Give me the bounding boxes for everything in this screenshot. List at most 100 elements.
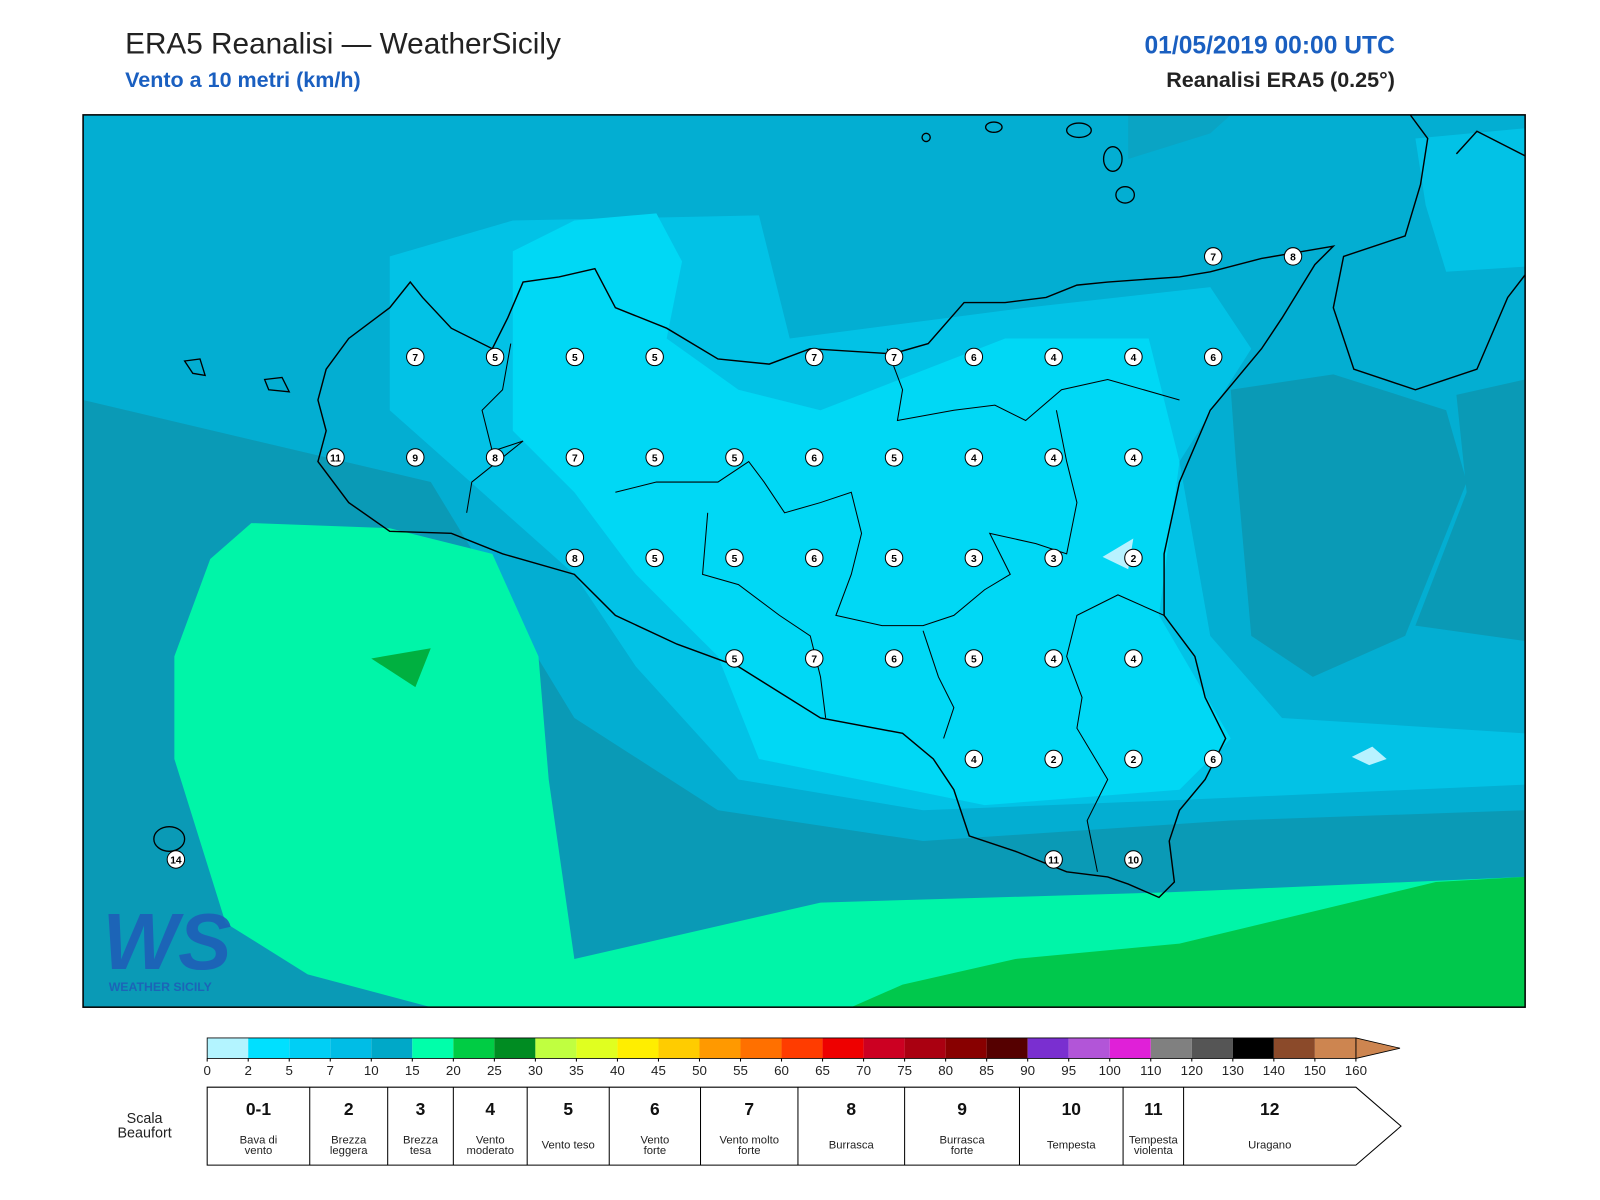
station-marker bbox=[964, 347, 984, 367]
beaufort-force: 9 bbox=[957, 1099, 967, 1119]
calabria-coast bbox=[1332, 114, 1526, 391]
colorbar-tick-label: 35 bbox=[569, 1063, 584, 1078]
beaufort-description: violenta bbox=[1134, 1145, 1174, 1157]
station-value: 4 bbox=[1131, 454, 1137, 465]
colorbar-extend bbox=[1355, 1037, 1401, 1059]
colorbar-tick-label: 5 bbox=[286, 1063, 293, 1078]
colorbar-tick-label: 25 bbox=[487, 1063, 502, 1078]
station-marker bbox=[884, 347, 904, 367]
station-value: 11 bbox=[1048, 856, 1059, 867]
station-value: 7 bbox=[572, 454, 578, 465]
colorbar-tick-label: 75 bbox=[897, 1063, 912, 1078]
source: Reanalisi ERA5 (0.25°) bbox=[1166, 68, 1395, 92]
station-marker bbox=[565, 548, 585, 568]
station-value: 2 bbox=[1131, 554, 1137, 565]
beaufort-force: 5 bbox=[563, 1099, 573, 1119]
station-marker bbox=[725, 448, 744, 467]
station-marker bbox=[1124, 548, 1143, 568]
station-marker bbox=[1044, 749, 1063, 769]
station-value: 6 bbox=[891, 655, 897, 666]
station-marker bbox=[485, 448, 505, 467]
station-value: 8 bbox=[572, 554, 578, 565]
station-marker bbox=[725, 649, 744, 668]
station-value: 9 bbox=[412, 454, 418, 465]
station-value: 4 bbox=[971, 454, 977, 465]
station-value: 7 bbox=[891, 353, 897, 364]
station-value: 7 bbox=[412, 353, 418, 364]
station-marker bbox=[805, 548, 824, 568]
beaufort-description: leggera bbox=[330, 1145, 368, 1157]
colorbar-swatch bbox=[1068, 1037, 1110, 1059]
island bbox=[263, 376, 291, 393]
station-marker bbox=[166, 850, 186, 869]
colorbar-swatch bbox=[1232, 1037, 1274, 1059]
station-value: 11 bbox=[330, 454, 341, 465]
station-marker bbox=[1044, 850, 1063, 869]
colorbar-tick-label: 30 bbox=[528, 1063, 543, 1078]
field bbox=[174, 523, 1526, 1008]
station-value: 3 bbox=[1051, 554, 1057, 565]
colorbar-swatch bbox=[699, 1037, 741, 1059]
station-marker bbox=[964, 548, 984, 568]
colorbar-tick-label: 0 bbox=[203, 1063, 210, 1078]
beaufort-frame bbox=[206, 1086, 1402, 1166]
beaufort-force: 7 bbox=[744, 1099, 754, 1119]
logo-name: WEATHER SICILY bbox=[109, 980, 212, 994]
colorbar-swatch bbox=[330, 1037, 372, 1059]
field bbox=[371, 648, 431, 688]
colorbar-swatch bbox=[658, 1037, 700, 1059]
colorbar-tick-label: 160 bbox=[1345, 1063, 1367, 1078]
beaufort-description: Brezza bbox=[403, 1135, 439, 1147]
colorbar-swatch bbox=[576, 1037, 618, 1059]
station-value: 6 bbox=[811, 554, 817, 565]
colorbar-tick-label: 110 bbox=[1140, 1063, 1161, 1078]
colorbar-swatch bbox=[1109, 1037, 1151, 1059]
colorbar-swatch bbox=[1150, 1037, 1192, 1059]
beaufort-force: 11 bbox=[1144, 1099, 1163, 1119]
station-marker bbox=[964, 749, 984, 769]
beaufort-description: Vento teso bbox=[542, 1140, 595, 1152]
station-marker bbox=[884, 448, 904, 467]
station-marker bbox=[1124, 649, 1143, 668]
colorbar-swatch bbox=[863, 1037, 905, 1059]
station-marker bbox=[645, 548, 664, 568]
beaufort-description: Burrasca bbox=[829, 1140, 875, 1152]
station-value: 5 bbox=[732, 655, 738, 666]
field bbox=[1351, 746, 1387, 766]
station-value: 5 bbox=[652, 554, 658, 565]
date: 01/05/2019 00:00 UTC bbox=[1144, 32, 1395, 59]
station-value: 5 bbox=[492, 353, 498, 364]
colorbar-swatch bbox=[494, 1037, 536, 1059]
station-value: 14 bbox=[170, 856, 182, 867]
colorbar-swatch bbox=[1273, 1037, 1315, 1059]
colorbar-tick-label: 70 bbox=[856, 1063, 871, 1078]
colorbar-swatch bbox=[248, 1037, 290, 1059]
colorbar-tick-label: 15 bbox=[405, 1063, 420, 1078]
beaufort-description: Vento molto bbox=[719, 1135, 779, 1147]
station-value: 4 bbox=[1051, 454, 1057, 465]
field bbox=[1415, 128, 1526, 272]
station-marker bbox=[1124, 850, 1143, 869]
beaufort-force: 6 bbox=[650, 1099, 660, 1119]
station-marker bbox=[565, 448, 585, 467]
colorbar-swatch bbox=[822, 1037, 864, 1059]
colorbar-swatch bbox=[535, 1037, 577, 1059]
station-value: 5 bbox=[891, 454, 897, 465]
station-value: 6 bbox=[1210, 755, 1216, 766]
beaufort-force: 10 bbox=[1062, 1099, 1081, 1119]
colorbar-tick-label: 140 bbox=[1263, 1063, 1285, 1078]
island bbox=[1115, 186, 1136, 204]
station-marker bbox=[725, 548, 744, 568]
station-marker bbox=[645, 448, 664, 467]
beaufort-force: 8 bbox=[846, 1099, 856, 1119]
island bbox=[153, 825, 186, 852]
station-value: 4 bbox=[1051, 655, 1057, 666]
station-marker bbox=[1204, 347, 1223, 367]
field bbox=[1230, 374, 1467, 677]
island bbox=[921, 132, 931, 143]
colorbar-tick-label: 85 bbox=[979, 1063, 994, 1078]
calabria-coast bbox=[1455, 130, 1526, 157]
beaufort-description: vento bbox=[245, 1145, 273, 1157]
island bbox=[1066, 122, 1092, 139]
